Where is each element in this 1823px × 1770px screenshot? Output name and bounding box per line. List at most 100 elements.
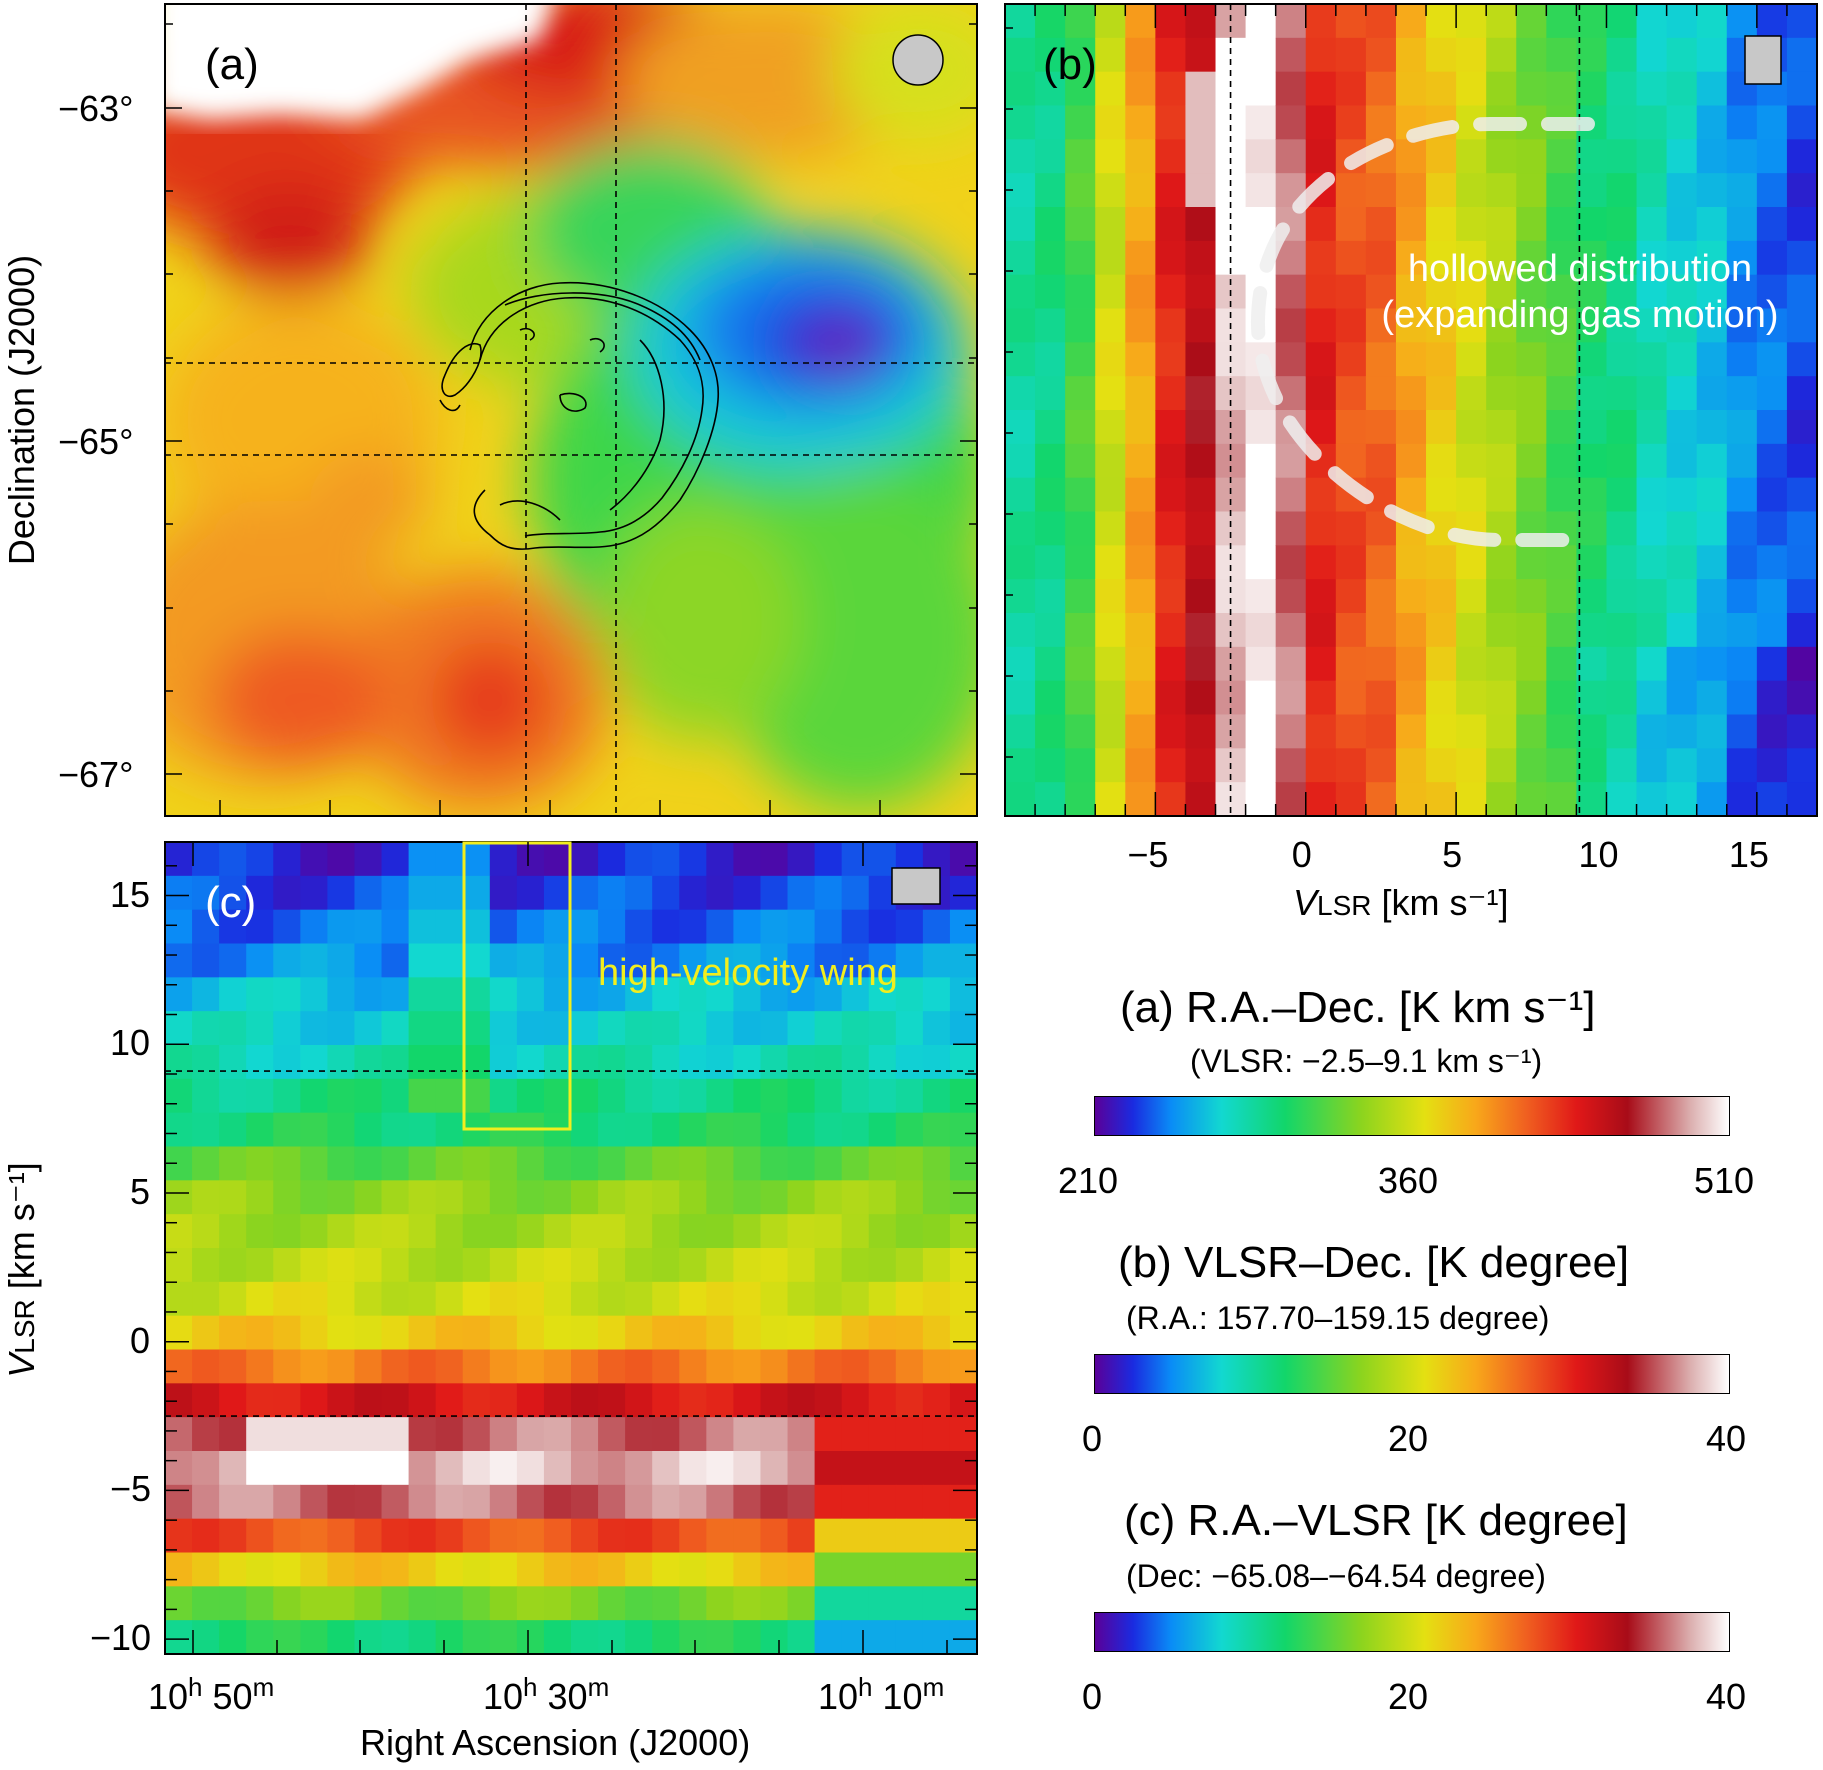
pv-cell [1275, 342, 1307, 377]
pv-cell [679, 1552, 707, 1587]
pv-cell [1245, 477, 1277, 513]
pv-cell [1666, 37, 1698, 73]
pv-cell [1005, 207, 1036, 242]
pv-cell [543, 943, 572, 978]
pv-cell [1516, 37, 1547, 73]
pv-cell [327, 1518, 356, 1554]
pv-cell [1275, 4, 1307, 39]
pv-cell [787, 1451, 816, 1486]
pv-cell [300, 1112, 328, 1148]
pv-cell [462, 1248, 491, 1283]
pv-cell [381, 1180, 410, 1215]
pv-cell [219, 1146, 247, 1181]
pv-cell [1125, 579, 1156, 614]
pv-cell [1005, 680, 1036, 716]
pv-cell [922, 1484, 951, 1520]
pv-cell [922, 1011, 951, 1046]
pv-cell [1696, 579, 1728, 614]
pv-cell [1696, 37, 1728, 73]
pv-cell [516, 1417, 545, 1452]
pv-cell [219, 909, 247, 945]
panel-c-label: (c) [205, 878, 257, 927]
pv-cell [1245, 748, 1277, 783]
pv-cell [219, 1180, 247, 1215]
hollow-annotation-line1: hollowed distribution [1407, 248, 1753, 290]
pv-cell [489, 1518, 518, 1554]
pv-cell [300, 1248, 328, 1283]
pv-cell [543, 842, 572, 877]
panel-a-dashed-lines [165, 4, 977, 816]
pv-cell [1576, 342, 1608, 377]
pv-cell [1456, 173, 1487, 208]
pv-cell [652, 1552, 680, 1587]
pv-cell [1756, 207, 1788, 242]
pv-cell [841, 1112, 870, 1148]
pv-cell [381, 1214, 410, 1249]
pv-cell [1125, 714, 1156, 749]
pv-cell [1786, 443, 1817, 479]
pv-cell [706, 1451, 734, 1486]
pv-cell [246, 1214, 274, 1249]
pv-cell [922, 1451, 951, 1486]
pv-cell [760, 1451, 789, 1486]
pv-cell [1636, 714, 1668, 749]
pv-cell [1035, 308, 1066, 343]
pv-cell [1786, 646, 1817, 682]
pv-cell [354, 1451, 383, 1486]
pv-cell [733, 1417, 762, 1452]
pv-cell [1516, 782, 1547, 816]
pv-cell [814, 1112, 843, 1148]
pv-cell [1185, 511, 1217, 546]
pv-cell [787, 1620, 816, 1654]
pv-cell [273, 977, 301, 1012]
pv-cell [1125, 782, 1156, 816]
pv-cell [1786, 782, 1817, 816]
pv-cell [1756, 714, 1788, 749]
pv-cell [354, 1112, 383, 1148]
pv-cell [1426, 37, 1457, 73]
pv-cell [814, 1078, 843, 1114]
pv-cell [1726, 342, 1758, 377]
pv-cell [1756, 4, 1788, 39]
pv-cell [1005, 748, 1036, 783]
pv-cell [1065, 511, 1096, 546]
pv-cell [1125, 342, 1156, 377]
b-xtick-label: 5 [1442, 834, 1463, 875]
pv-cell [1786, 376, 1817, 411]
pv-cell [895, 1248, 924, 1283]
pv-cell [652, 1451, 680, 1486]
pv-cell [246, 1112, 274, 1148]
pv-cell [1606, 545, 1638, 580]
pv-cell [706, 1383, 734, 1418]
pv-cell [1215, 511, 1247, 546]
pv-cell [1155, 477, 1187, 513]
pv-cell [1606, 477, 1638, 513]
pv-cell [462, 1417, 491, 1452]
pv-cell [1786, 207, 1817, 242]
pv-cell [1005, 274, 1036, 310]
pv-cell [733, 1349, 762, 1384]
pv-cell [571, 1214, 599, 1249]
pv-cell [868, 1383, 897, 1418]
b-x-title-rest: [km s⁻¹] [1371, 882, 1509, 923]
pv-cell [1426, 376, 1457, 411]
pv-cell [165, 943, 193, 978]
pv-cell [1095, 579, 1126, 614]
pv-cell [1546, 37, 1578, 73]
pv-cell [1035, 37, 1066, 73]
pv-cell [1185, 613, 1217, 648]
pv-cell [192, 875, 220, 911]
pv-cell [1275, 139, 1307, 174]
pv-cell [1395, 207, 1427, 242]
pv-cell [435, 1417, 464, 1452]
pv-cell [841, 1281, 870, 1317]
pv-cell [1095, 71, 1126, 107]
pv-cell [219, 1112, 247, 1148]
pv-cell [733, 1315, 762, 1351]
pv-cell [1125, 443, 1156, 479]
pv-cell [1035, 748, 1066, 783]
pv-cell [1606, 139, 1638, 174]
pv-cell [354, 909, 383, 945]
pv-cell [652, 1146, 680, 1181]
pv-cell [300, 875, 328, 911]
